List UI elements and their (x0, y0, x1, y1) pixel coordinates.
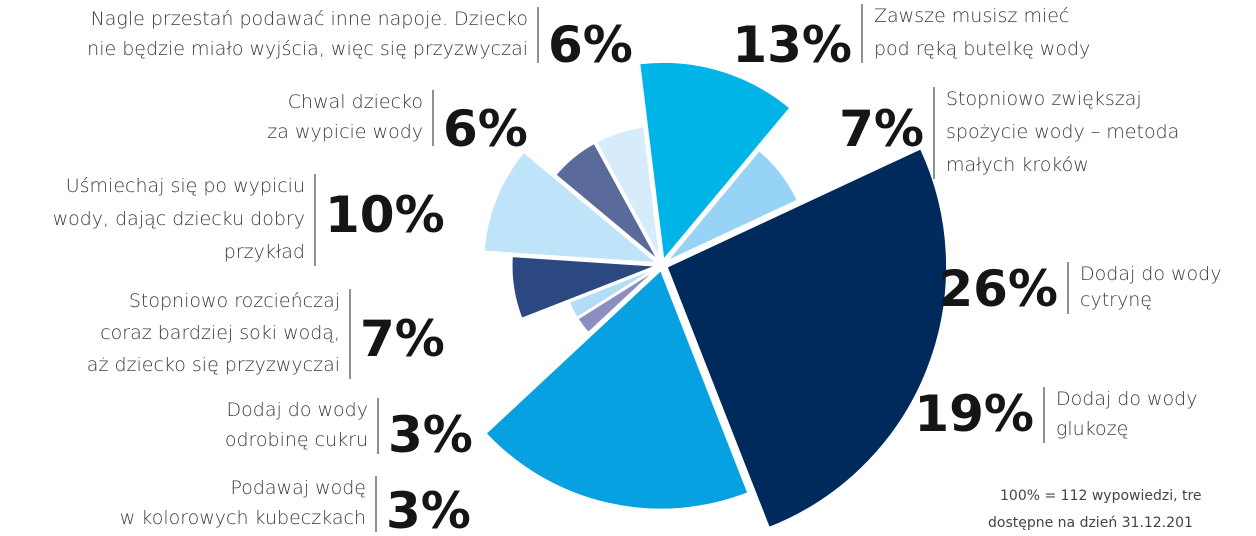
pie-slice (482, 150, 661, 265)
category-label: Chwal dziecko za wypicie wody (267, 91, 423, 143)
pie-slice (665, 147, 949, 530)
category-label: Dodaj do wody odrobinę cukru (225, 399, 368, 451)
value-label: 3% (388, 406, 473, 464)
value-label: 26% (938, 260, 1058, 318)
value-label: 10% (325, 186, 445, 244)
value-label: 6% (548, 16, 633, 74)
category-label: Dodaj do wody cytrynę (1080, 263, 1221, 311)
value-label: 6% (443, 100, 528, 158)
pie-slice (567, 266, 659, 320)
category-label: Podawaj wodę w kolorowych kubeczkach (120, 477, 366, 529)
category-label: Dodaj do wody glukozę (1056, 388, 1197, 440)
pie-slice (594, 125, 662, 261)
category-label: Stopniowo zwiększaj spożycie wody – metod… (946, 88, 1179, 176)
category-label: Stopniowo rozcieńczaj coraz bardziej soki… (87, 290, 340, 376)
pie-slice (510, 255, 658, 321)
category-label: Uśmiechaj się po wypiciu wody, dając dzie… (53, 175, 305, 263)
value-label: 19% (914, 385, 1034, 443)
note: 100% = 112 wypowiedzi, tre (1000, 488, 1202, 504)
value-label: 7% (360, 310, 445, 368)
value-label: 3% (386, 482, 471, 536)
value-label: 13% (732, 16, 852, 74)
value-label: 7% (839, 100, 924, 158)
pie-slice (665, 148, 800, 263)
pie-slice (638, 60, 792, 263)
note: dostępne na dzień 31.12.201 (988, 515, 1193, 531)
category-label: Nagle przestań podawać inne napoje. Dzie… (87, 8, 528, 60)
category-label: Zawsze musisz mieć pod ręką butelkę wody (874, 5, 1090, 60)
pie-slice (484, 268, 750, 511)
pie-slice (553, 141, 660, 262)
